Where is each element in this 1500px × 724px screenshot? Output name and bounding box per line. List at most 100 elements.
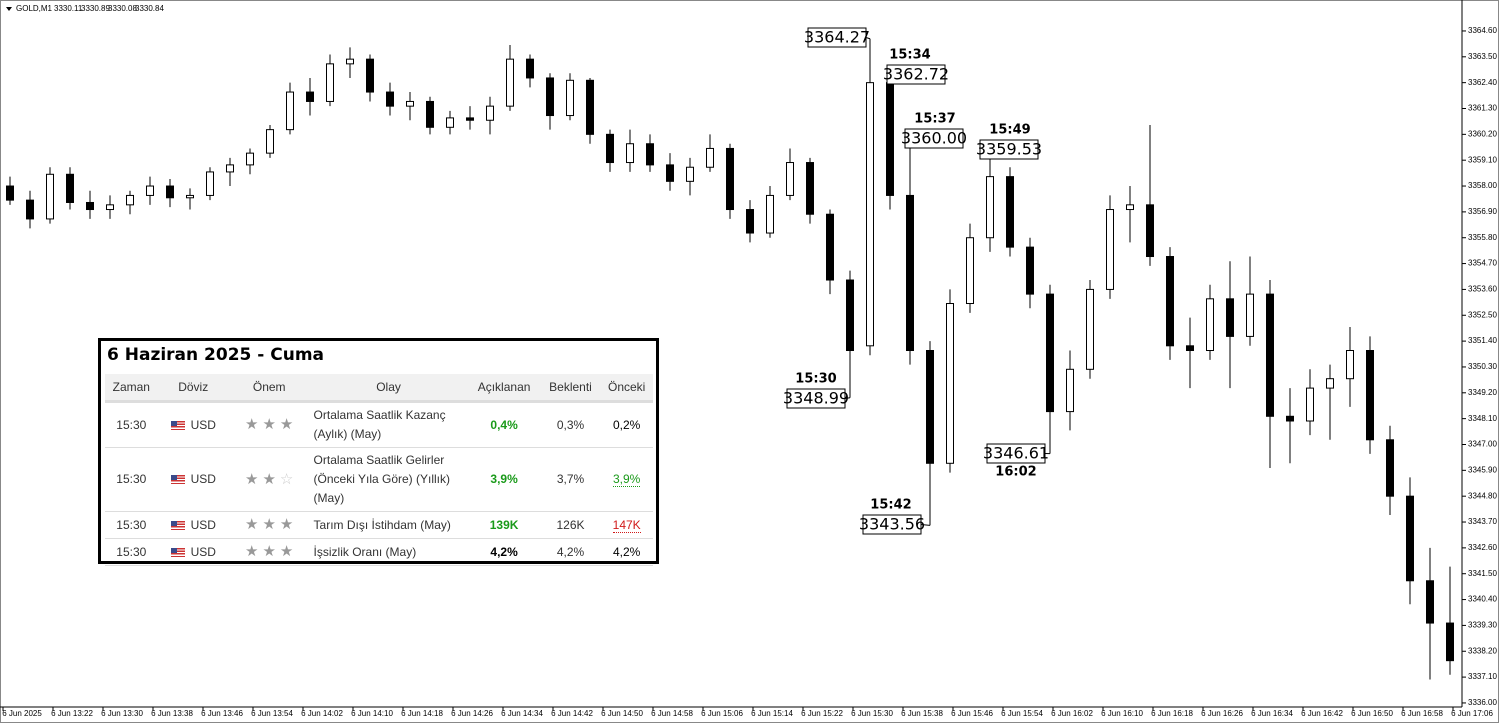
star: ★ — [279, 543, 294, 560]
annotation-box — [979, 139, 1039, 160]
time-cell: 15:30 — [105, 401, 158, 448]
x-tick-label: 6 Jun 14:18 — [401, 709, 443, 718]
star: ★ — [262, 416, 276, 433]
table-row: 15:30 USD ★ ★ ★ İşsizlik Oranı (May) 4,2% 4,2% 4… — [105, 538, 653, 566]
header-value: 3330.84 — [135, 4, 164, 13]
previous: 4,2% — [613, 544, 641, 559]
time-cell: 15:30 — [105, 538, 158, 566]
y-tick-label: 3361.30 — [1468, 104, 1497, 113]
candle-body — [746, 209, 754, 234]
annotation-time: 15:30 — [795, 372, 836, 387]
candle-body — [1146, 204, 1154, 258]
candle-body — [1386, 439, 1394, 497]
candle-body — [1086, 288, 1094, 370]
y-tick-label: 3351.40 — [1468, 336, 1497, 345]
annotation-time: 15:37 — [914, 112, 955, 127]
candle-body — [606, 133, 614, 164]
calendar-title: 6 Haziran 2025 - Cuma — [107, 345, 325, 365]
x-tick-label: 6 Jun 15:22 — [801, 709, 843, 718]
candle-body — [986, 176, 994, 239]
annotation-box — [786, 388, 846, 409]
candle-body — [306, 91, 314, 102]
annotation-box — [886, 64, 946, 85]
candle-body — [86, 201, 94, 211]
y-tick-label: 3362.40 — [1468, 78, 1497, 87]
calendar: 6 Haziran 2025 - Cuma Zaman Döviz Önem Olay… — [98, 338, 659, 566]
candle-body — [566, 79, 574, 117]
annotation-time: 15:49 — [989, 123, 1030, 138]
importance-cell: ★ ★ ★ — [228, 538, 310, 566]
candle-body — [1426, 580, 1434, 624]
candle-body — [1326, 378, 1334, 389]
candle-body — [1266, 293, 1274, 417]
candle-body — [1366, 350, 1374, 441]
column-header: Olay — [309, 374, 468, 403]
x-tick-label: 6 Jun 14:10 — [351, 709, 393, 718]
x-tick-label: 6 Jun 16:10 — [1101, 709, 1143, 718]
menu-arrow[interactable] — [6, 7, 12, 11]
flag-icon — [170, 547, 185, 557]
x-tick-label: 6 Jun 16:26 — [1201, 709, 1243, 718]
actual-cell: 0,4% — [467, 401, 541, 448]
candle-body — [1186, 345, 1194, 352]
y-tick-label: 3337.10 — [1468, 672, 1497, 681]
annotation-price: 3359.53 — [976, 140, 1042, 159]
candle-body — [406, 100, 414, 107]
candle-body — [26, 199, 34, 220]
candle-body — [1446, 622, 1454, 662]
currency-cell: USD — [157, 401, 229, 448]
candle-body — [706, 147, 714, 168]
x-tick-label: 6 Jun 13:38 — [151, 709, 193, 718]
candle-body — [186, 194, 194, 199]
candle-body — [966, 237, 974, 305]
star: ☆ — [279, 470, 294, 488]
x-tick-label: 6 Jun 16:50 — [1351, 709, 1393, 718]
candle-body — [446, 117, 454, 128]
candle-body — [526, 58, 534, 79]
importance-cell: ★ ★ ★ — [228, 511, 310, 539]
currency: USD — [190, 517, 216, 532]
candle-body — [1226, 298, 1234, 337]
y-tick-label: 3345.90 — [1468, 465, 1497, 474]
flag-icon — [170, 475, 185, 485]
candle-body — [886, 82, 894, 196]
candle-body — [466, 117, 474, 121]
candle-body — [266, 129, 274, 154]
table-body: 15:30 USD ★ ★ ★ Ortalama Saatlik Kazanç (Aylı… — [105, 401, 653, 566]
annotation-time: 15:42 — [870, 498, 911, 513]
x-tick-label: 6 Jun 14:50 — [601, 709, 643, 718]
candle-body — [586, 79, 594, 135]
candle-body — [546, 77, 554, 117]
candle-body — [926, 350, 934, 464]
forecast-cell: 0,3% — [540, 401, 601, 448]
header-row: Zaman Döviz Önem Olay Açıklanan Beklenti Öncek… — [105, 374, 653, 403]
candle-body — [246, 152, 254, 166]
y-tick-label: 3342.60 — [1468, 543, 1497, 552]
time-cell: 15:30 — [105, 511, 158, 539]
actual-cell: 4,2% — [467, 538, 541, 566]
annotation-box — [986, 443, 1046, 464]
previous: 0,2% — [613, 417, 641, 432]
y-tick-label: 3352.50 — [1468, 310, 1497, 319]
calendar-table: Zaman Döviz Önem Olay Açıklanan Beklenti Öncek… — [105, 374, 653, 566]
annotation-price: 3360.00 — [901, 129, 967, 148]
x-tick-label: 6 Jun 14:42 — [551, 709, 593, 718]
y-tick-label: 3355.80 — [1468, 233, 1497, 242]
candle-body — [226, 164, 234, 173]
candle-body — [366, 58, 374, 93]
candle-body — [286, 91, 294, 131]
x-tick-label: 6 Jun 14:34 — [501, 709, 543, 718]
candle-body — [106, 204, 114, 211]
star: ★ — [262, 543, 276, 560]
candle-body — [166, 185, 174, 199]
annotation-price: 3343.56 — [859, 515, 925, 534]
star: ★ — [262, 470, 276, 488]
x-tick-label: 6 Jun 15:46 — [951, 709, 993, 718]
currency: USD — [190, 472, 216, 486]
currency-cell: USD — [157, 447, 229, 512]
candle-body — [846, 279, 854, 352]
y-tick-label: 3339.30 — [1468, 621, 1497, 630]
annotation-price: 3362.72 — [883, 65, 949, 84]
table-row: 15:30 USD ★ ★ ★ Tarım Dışı İstihdam (May) 139K… — [105, 511, 653, 539]
